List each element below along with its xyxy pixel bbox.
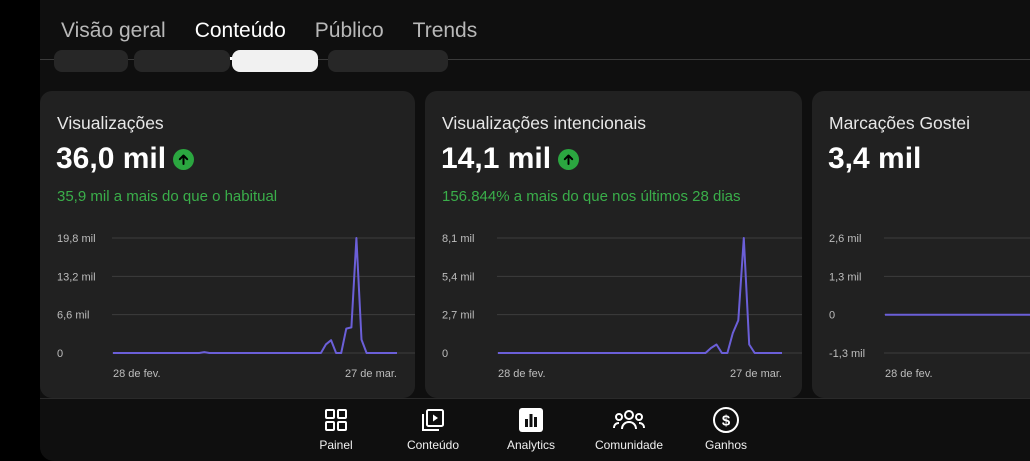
x-tick-label: 27 de mar. — [345, 368, 397, 380]
card-title: Marcações Gostei — [829, 113, 971, 133]
y-tick-label: 0 — [442, 348, 448, 360]
nav-item-dashboard[interactable]: Painel — [291, 405, 381, 452]
y-tick-label: 2,7 mil — [442, 310, 474, 322]
metric-card-intentional-views[interactable]: Visualizações intencionais 14,1 mil 156.… — [425, 91, 802, 398]
tab-overview[interactable]: Visão geral — [61, 18, 166, 42]
bottom-navigation: Painel Conteúdo Analytics — [40, 398, 1030, 461]
x-tick-label: 28 de fev. — [498, 368, 546, 380]
filter-chip[interactable] — [328, 50, 448, 72]
analytics-icon — [486, 405, 576, 435]
nav-label: Painel — [319, 438, 353, 452]
earnings-icon: $ — [681, 405, 771, 435]
nav-item-earnings[interactable]: $ Ganhos — [681, 405, 771, 452]
nav-label: Analytics — [506, 438, 556, 452]
filter-chip-selected[interactable] — [232, 50, 318, 72]
metric-card-likes[interactable]: Marcações Gostei 3,4 mil 2,6 mil 1,3 mil 0… — [812, 91, 1030, 398]
card-comparison: 35,9 mil a mais do que o habitual — [57, 188, 278, 205]
nav-label: Comunidade — [594, 438, 664, 452]
filter-chip[interactable] — [54, 50, 128, 72]
card-value: 14,1 mil — [441, 142, 580, 176]
card-comparison: 156.844% a mais do que nos últimos 28 di… — [442, 188, 741, 205]
metric-card-views[interactable]: Visualizações 36,0 mil 35,9 mil a mais d… — [40, 91, 415, 398]
line-chart: 8,1 mil 5,4 mil 2,7 mil 0 28 de fev. 27 de ma… — [442, 233, 802, 380]
card-title: Visualizações intencionais — [442, 113, 646, 133]
series-line — [113, 237, 397, 354]
series-line — [498, 237, 782, 354]
card-value: 3,4 mil — [828, 142, 921, 176]
y-tick-label: 8,1 mil — [442, 233, 474, 245]
y-tick-label: 0 — [829, 310, 835, 322]
card-value-text: 14,1 mil — [441, 142, 552, 175]
y-tick-label: 6,6 mil — [57, 310, 89, 322]
arrow-up-circle-icon — [558, 148, 580, 170]
svg-text:$: $ — [722, 413, 731, 430]
y-tick-label: 2,6 mil — [829, 233, 861, 245]
filter-chip-row — [54, 50, 1030, 72]
card-value-text: 3,4 mil — [828, 142, 922, 175]
x-tick-label: 28 de fev. — [885, 368, 933, 380]
nav-label: Conteúdo — [406, 438, 460, 452]
y-tick-label: 0 — [57, 348, 63, 360]
tab-audience[interactable]: Público — [314, 18, 384, 42]
y-tick-label: 19,8 mil — [57, 233, 96, 245]
card-value: 36,0 mil — [56, 142, 195, 176]
nav-label: Ganhos — [704, 438, 748, 452]
nav-item-analytics[interactable]: Analytics — [486, 405, 576, 452]
nav-item-community[interactable]: Comunidade — [584, 405, 674, 452]
line-chart: 19,8 mil 13,2 mil 6,6 mil 0 28 de fev. 27 de … — [57, 233, 415, 380]
y-tick-label: 13,2 mil — [57, 271, 96, 283]
card-title: Visualizações — [57, 113, 164, 133]
filter-chip[interactable] — [134, 50, 230, 72]
dashboard-icon — [291, 405, 381, 435]
nav-item-content[interactable]: Conteúdo — [388, 405, 478, 452]
community-icon — [584, 405, 674, 435]
card-value-text: 36,0 mil — [56, 142, 167, 175]
x-tick-label: 27 de mar. — [730, 368, 782, 380]
y-tick-label: 5,4 mil — [442, 271, 474, 283]
y-tick-label: -1,3 mil — [829, 348, 865, 360]
tab-trends[interactable]: Trends — [412, 18, 478, 42]
analytics-screen: Visão geral Conteúdo Público Trends Visu… — [40, 0, 1030, 461]
line-chart: 2,6 mil 1,3 mil 0 -1,3 mil 28 de fev. — [829, 233, 1030, 380]
arrow-up-circle-icon — [173, 148, 195, 170]
y-tick-label: 1,3 mil — [829, 271, 861, 283]
x-tick-label: 28 de fev. — [113, 368, 161, 380]
content-icon — [388, 405, 478, 435]
